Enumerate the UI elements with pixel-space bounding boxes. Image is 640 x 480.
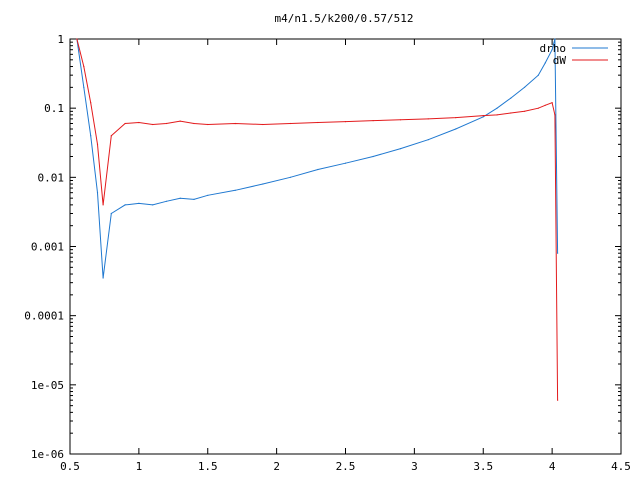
data-point-dW [554,114,556,116]
data-point-drho [496,107,498,109]
x-tick-label: 2 [273,460,280,473]
data-point-drho [557,252,559,254]
data-point-dW [400,119,402,121]
data-point-drho [124,204,126,206]
data-point-dW [344,121,347,123]
data-point-dW [90,102,92,104]
data-point-drho [193,198,195,200]
data-point-dW [510,112,512,114]
data-point-dW [83,65,85,68]
data-point-dW [262,123,264,126]
data-point-dW [372,120,374,122]
data-point-drho [179,197,181,199]
data-point-dW [138,121,140,124]
data-point-dW [557,399,559,401]
data-point-dW [96,143,99,145]
legend-label-dW: dW [553,54,567,67]
data-point-drho [372,155,374,158]
legend-label-drho: drho [540,42,567,55]
data-point-drho [110,212,112,215]
y-tick-label: 1e-05 [31,379,64,392]
data-point-drho [90,135,92,137]
data-point-drho [262,183,264,185]
x-tick-label: 4 [549,460,556,473]
data-point-drho [344,162,347,164]
data-point-drho [537,74,539,76]
data-point-dW [544,104,546,106]
data-point-dW [482,115,484,117]
data-point-drho [138,202,140,204]
data-point-dW [289,122,291,125]
data-point-drho [455,128,457,130]
x-tick-label: 4.5 [611,460,631,473]
series-layer [76,38,559,401]
x-tick-label: 3.5 [473,460,493,473]
data-point-dW [551,102,553,104]
tick-layer: 0.5 1 1.5 2 2.5 3 3.5 4 4.5 1 0.1 0.01 0.001 0.0001 1e… [24,33,631,473]
x-tick-label: 3 [411,460,418,473]
data-point-drho [102,277,104,279]
data-point-drho [427,139,429,141]
data-point-drho [289,176,291,178]
data-point-dW [524,110,526,112]
data-point-dW [179,120,181,122]
data-point-drho [152,204,154,206]
data-point-drho [400,148,402,150]
data-point-drho [544,62,546,64]
data-point-drho [165,200,167,202]
data-point-dW [124,122,126,125]
data-point-dW [102,204,104,206]
data-point-dW [207,123,209,126]
data-point-dW [537,107,539,109]
data-point-drho [554,38,556,40]
data-point-dW [76,38,78,40]
data-point-dW [193,122,195,125]
x-tick-label: 1.5 [198,460,218,473]
y-tick-label: 1 [57,33,64,46]
data-point-drho [96,192,99,194]
y-tick-label: 0.01 [38,171,65,184]
data-point-drho [83,86,85,88]
y-tick-label: 0.0001 [24,310,64,323]
data-point-dW [455,117,457,119]
x-tick-label: 1 [136,460,143,473]
y-tick-label: 1e-06 [31,448,64,461]
data-point-dW [234,122,236,125]
data-point-drho [207,194,209,196]
data-point-drho [482,116,484,118]
data-point-drho [510,97,512,99]
chart-title: m4/n1.5/k200/0.57/512 [274,12,413,25]
data-point-dW [110,135,112,137]
x-tick-label: 0.5 [60,460,80,473]
data-point-drho [524,86,526,88]
data-point-dW [427,118,429,120]
data-point-dW [317,121,319,124]
data-point-drho [317,168,319,171]
data-point-drho [551,49,553,51]
x-tick-label: 2.5 [336,460,356,473]
data-point-dW [496,114,498,116]
y-tick-label: 0.1 [44,102,64,115]
data-point-dW [165,122,167,125]
data-point-dW [152,123,154,126]
data-point-drho [234,189,236,191]
y-tick-label: 0.001 [31,241,64,254]
